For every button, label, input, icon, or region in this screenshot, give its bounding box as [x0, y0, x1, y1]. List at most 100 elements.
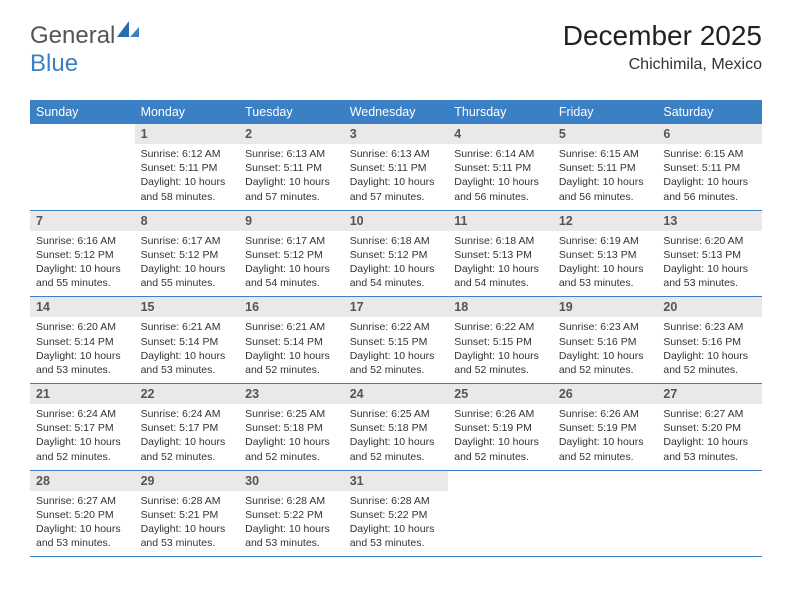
daylight-text: and 53 minutes.	[36, 363, 129, 377]
calendar-cell: 12Sunrise: 6:19 AMSunset: 5:13 PMDayligh…	[553, 210, 658, 297]
sunrise-text: Sunrise: 6:19 AM	[559, 234, 652, 248]
sunset-text: Sunset: 5:16 PM	[559, 335, 652, 349]
daylight-text: Daylight: 10 hours	[559, 175, 652, 189]
daylight-text: and 53 minutes.	[245, 536, 338, 550]
header-block: December 2025 Chichimila, Mexico	[563, 20, 762, 74]
sunset-text: Sunset: 5:11 PM	[245, 161, 338, 175]
day-number: 6	[657, 124, 762, 144]
day-details: Sunrise: 6:22 AMSunset: 5:15 PMDaylight:…	[448, 317, 553, 383]
daylight-text: and 56 minutes.	[663, 190, 756, 204]
daylight-text: and 58 minutes.	[141, 190, 234, 204]
sunrise-text: Sunrise: 6:25 AM	[350, 407, 443, 421]
daylight-text: Daylight: 10 hours	[350, 262, 443, 276]
sunrise-text: Sunrise: 6:28 AM	[141, 494, 234, 508]
daylight-text: and 57 minutes.	[245, 190, 338, 204]
sunset-text: Sunset: 5:20 PM	[663, 421, 756, 435]
calendar-head: SundayMondayTuesdayWednesdayThursdayFrid…	[30, 100, 762, 124]
calendar-cell: 17Sunrise: 6:22 AMSunset: 5:15 PMDayligh…	[344, 297, 449, 384]
day-details: Sunrise: 6:13 AMSunset: 5:11 PMDaylight:…	[344, 144, 449, 210]
sunset-text: Sunset: 5:14 PM	[36, 335, 129, 349]
logo-sail-icon	[117, 16, 139, 44]
daylight-text: Daylight: 10 hours	[350, 522, 443, 536]
sunset-text: Sunset: 5:21 PM	[141, 508, 234, 522]
calendar-cell: 7Sunrise: 6:16 AMSunset: 5:12 PMDaylight…	[30, 210, 135, 297]
daylight-text: and 55 minutes.	[36, 276, 129, 290]
day-details: Sunrise: 6:26 AMSunset: 5:19 PMDaylight:…	[553, 404, 658, 470]
day-number: 26	[553, 384, 658, 404]
day-number: 25	[448, 384, 553, 404]
daylight-text: and 56 minutes.	[559, 190, 652, 204]
sunrise-text: Sunrise: 6:21 AM	[245, 320, 338, 334]
daylight-text: Daylight: 10 hours	[350, 435, 443, 449]
daylight-text: Daylight: 10 hours	[454, 175, 547, 189]
day-number: 31	[344, 471, 449, 491]
sunrise-text: Sunrise: 6:24 AM	[141, 407, 234, 421]
weekday-header: Tuesday	[239, 100, 344, 124]
sunrise-text: Sunrise: 6:20 AM	[663, 234, 756, 248]
sunrise-text: Sunrise: 6:13 AM	[245, 147, 338, 161]
day-number: 12	[553, 211, 658, 231]
daylight-text: and 52 minutes.	[454, 450, 547, 464]
calendar-cell: 8Sunrise: 6:17 AMSunset: 5:12 PMDaylight…	[135, 210, 240, 297]
daylight-text: and 54 minutes.	[245, 276, 338, 290]
daylight-text: and 55 minutes.	[141, 276, 234, 290]
calendar-cell: 9Sunrise: 6:17 AMSunset: 5:12 PMDaylight…	[239, 210, 344, 297]
day-number: 7	[30, 211, 135, 231]
daylight-text: Daylight: 10 hours	[245, 262, 338, 276]
sunset-text: Sunset: 5:20 PM	[36, 508, 129, 522]
daylight-text: Daylight: 10 hours	[141, 262, 234, 276]
daylight-text: Daylight: 10 hours	[245, 175, 338, 189]
daylight-text: Daylight: 10 hours	[663, 435, 756, 449]
daylight-text: and 52 minutes.	[350, 450, 443, 464]
day-details: Sunrise: 6:14 AMSunset: 5:11 PMDaylight:…	[448, 144, 553, 210]
daylight-text: Daylight: 10 hours	[454, 435, 547, 449]
daylight-text: and 52 minutes.	[663, 363, 756, 377]
weekday-header: Wednesday	[344, 100, 449, 124]
sunset-text: Sunset: 5:11 PM	[350, 161, 443, 175]
daylight-text: and 54 minutes.	[454, 276, 547, 290]
calendar-cell: 13Sunrise: 6:20 AMSunset: 5:13 PMDayligh…	[657, 210, 762, 297]
calendar-cell: ..	[30, 124, 135, 210]
day-number: 30	[239, 471, 344, 491]
daylight-text: Daylight: 10 hours	[663, 349, 756, 363]
sunrise-text: Sunrise: 6:27 AM	[663, 407, 756, 421]
daylight-text: Daylight: 10 hours	[559, 435, 652, 449]
calendar-cell: 21Sunrise: 6:24 AMSunset: 5:17 PMDayligh…	[30, 384, 135, 471]
sunset-text: Sunset: 5:19 PM	[454, 421, 547, 435]
sunset-text: Sunset: 5:15 PM	[454, 335, 547, 349]
calendar-cell: 24Sunrise: 6:25 AMSunset: 5:18 PMDayligh…	[344, 384, 449, 471]
day-number: 3	[344, 124, 449, 144]
daylight-text: and 52 minutes.	[245, 363, 338, 377]
calendar-cell: 5Sunrise: 6:15 AMSunset: 5:11 PMDaylight…	[553, 124, 658, 210]
day-number: 15	[135, 297, 240, 317]
calendar-cell: 29Sunrise: 6:28 AMSunset: 5:21 PMDayligh…	[135, 470, 240, 557]
day-details: Sunrise: 6:15 AMSunset: 5:11 PMDaylight:…	[553, 144, 658, 210]
daylight-text: and 52 minutes.	[559, 363, 652, 377]
sunset-text: Sunset: 5:12 PM	[36, 248, 129, 262]
daylight-text: Daylight: 10 hours	[245, 349, 338, 363]
daylight-text: and 53 minutes.	[663, 276, 756, 290]
day-number: 16	[239, 297, 344, 317]
calendar-cell: 10Sunrise: 6:18 AMSunset: 5:12 PMDayligh…	[344, 210, 449, 297]
calendar-cell: 30Sunrise: 6:28 AMSunset: 5:22 PMDayligh…	[239, 470, 344, 557]
daylight-text: and 52 minutes.	[454, 363, 547, 377]
daylight-text: and 57 minutes.	[350, 190, 443, 204]
sunrise-text: Sunrise: 6:26 AM	[559, 407, 652, 421]
day-number: 23	[239, 384, 344, 404]
calendar-cell: 2Sunrise: 6:13 AMSunset: 5:11 PMDaylight…	[239, 124, 344, 210]
daylight-text: Daylight: 10 hours	[245, 435, 338, 449]
sunrise-text: Sunrise: 6:22 AM	[454, 320, 547, 334]
sunset-text: Sunset: 5:11 PM	[141, 161, 234, 175]
calendar-cell: 18Sunrise: 6:22 AMSunset: 5:15 PMDayligh…	[448, 297, 553, 384]
daylight-text: Daylight: 10 hours	[36, 435, 129, 449]
daylight-text: and 52 minutes.	[559, 450, 652, 464]
calendar-cell: 19Sunrise: 6:23 AMSunset: 5:16 PMDayligh…	[553, 297, 658, 384]
day-details: Sunrise: 6:21 AMSunset: 5:14 PMDaylight:…	[239, 317, 344, 383]
calendar-cell: ..	[553, 470, 658, 557]
sunset-text: Sunset: 5:13 PM	[663, 248, 756, 262]
day-details: Sunrise: 6:23 AMSunset: 5:16 PMDaylight:…	[657, 317, 762, 383]
sunset-text: Sunset: 5:16 PM	[663, 335, 756, 349]
sunrise-text: Sunrise: 6:27 AM	[36, 494, 129, 508]
daylight-text: Daylight: 10 hours	[36, 522, 129, 536]
sunset-text: Sunset: 5:12 PM	[245, 248, 338, 262]
